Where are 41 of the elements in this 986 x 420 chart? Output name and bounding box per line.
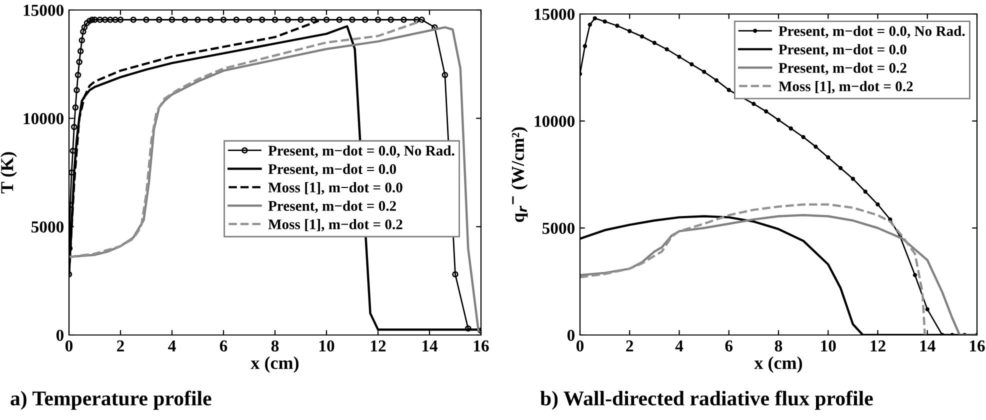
y-axis-title: T (K) bbox=[0, 152, 17, 194]
x-tick-label: 8 bbox=[774, 340, 782, 352]
legend-label: Present, m−dot = 0.0 bbox=[778, 44, 906, 57]
y-tick-label: 0 bbox=[56, 330, 64, 341]
x-tick-label: 14 bbox=[422, 340, 438, 352]
text: a) Temperature profile bbox=[10, 390, 212, 410]
x-tick-label: 16 bbox=[474, 340, 489, 352]
x-tick-label: 12 bbox=[371, 340, 386, 352]
legend-label: Moss [1], m−dot = 0.2 bbox=[268, 219, 402, 232]
x-tick-label: 0 bbox=[65, 340, 73, 352]
legend-label: Present, m−dot = 0.2 bbox=[268, 200, 396, 213]
y-tick-label: 15000 bbox=[24, 4, 64, 16]
y-tick-label: 5000 bbox=[542, 222, 575, 234]
x-tick-label: 16 bbox=[970, 340, 985, 352]
x-tick-label: 12 bbox=[870, 340, 886, 352]
x-tick-label: 2 bbox=[117, 340, 124, 352]
y-tick-label: 10000 bbox=[534, 116, 575, 127]
y-tick-label: 15000 bbox=[534, 8, 575, 20]
legend-label: Moss [1], m−dot = 0.0 bbox=[268, 182, 402, 195]
x-tick-label: 2 bbox=[626, 340, 634, 352]
y-tick-label: 0 bbox=[567, 330, 575, 341]
x-tick-label: 10 bbox=[821, 340, 836, 352]
x-tick-label: 4 bbox=[675, 340, 684, 352]
y-axis-title: q$_{r}$$^{−}$ (W/cm²) bbox=[511, 127, 528, 222]
x-tick-label: 6 bbox=[220, 340, 228, 352]
x-axis-title: x (cm) bbox=[754, 356, 802, 373]
legend-label: Present, m−dot = 0.0, No Rad. bbox=[778, 26, 965, 38]
x-tick-label: 14 bbox=[920, 340, 936, 352]
x-tick-label: 0 bbox=[576, 340, 584, 352]
x-tick-label: 10 bbox=[320, 340, 334, 352]
x-tick-label: 8 bbox=[271, 340, 279, 352]
legend-label: Present, m−dot = 0.2 bbox=[778, 62, 906, 75]
text: b) Wall-directed radiative flux profile bbox=[540, 390, 873, 410]
x-tick-label: 4 bbox=[168, 340, 176, 352]
y-tick-label: 10000 bbox=[24, 113, 64, 124]
x-axis-title: x (cm) bbox=[250, 356, 299, 373]
x-tick-label: 6 bbox=[725, 340, 733, 352]
legend-label: Present, m−dot = 0.0, No Rad. bbox=[268, 145, 454, 158]
legend-label: Present, m−dot = 0.0 bbox=[268, 164, 396, 176]
y-tick-label: 5000 bbox=[31, 221, 64, 233]
legend-label: Moss [1], m−dot = 0.2 bbox=[778, 81, 913, 94]
